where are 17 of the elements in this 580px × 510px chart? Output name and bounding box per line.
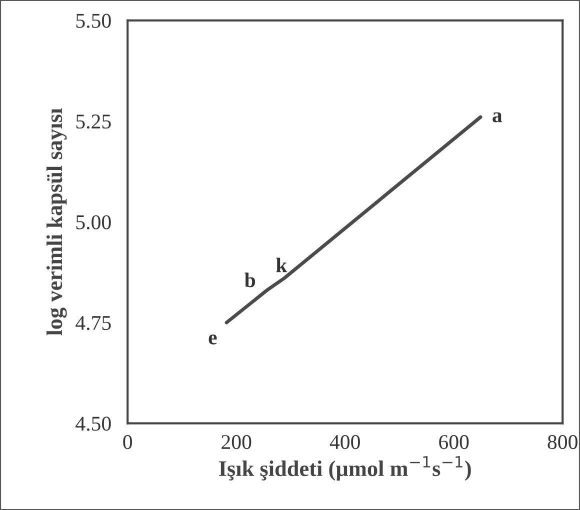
y-tick-label: 5.00 [76,215,111,230]
line-series [224,115,482,324]
y-axis-title: log verimli kapsül sayısı [46,108,67,336]
y-tick-label: 4.50 [76,416,111,431]
x-tick-label: 400 [330,435,360,450]
y-tick-label: 4.75 [76,316,111,330]
annotation: b [244,272,256,288]
x-tick-label: 200 [222,435,252,450]
annotation: e [208,334,217,344]
y-tick-label: 5.25 [76,114,111,129]
x-tick-label: 600 [439,435,469,450]
x-axis-title: Işık şiddeti (µmol m$^{−1}$s$^{−1}$) [219,456,471,481]
y-tick-label: 5.50 [76,14,111,28]
x-tick-label: 0 [123,435,132,450]
annotation: k [276,258,288,272]
x-tick-label: 800 [548,435,578,450]
annotation: a [492,112,502,122]
